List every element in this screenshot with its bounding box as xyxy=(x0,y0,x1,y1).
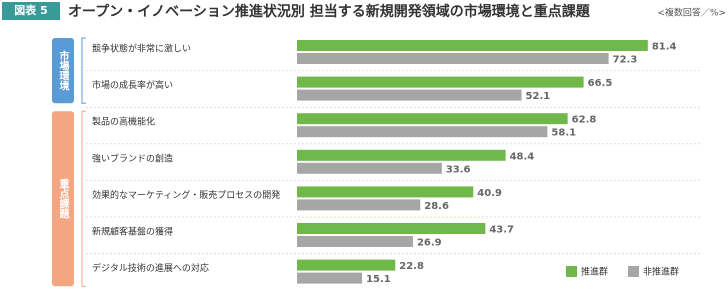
value-label: 48.4 xyxy=(510,151,535,162)
category-label: 新規顧客基盤の獲得 xyxy=(92,226,173,238)
value-label: 40.9 xyxy=(477,188,502,199)
value-label: 26.9 xyxy=(417,238,442,249)
bar xyxy=(297,76,584,88)
value-label: 58.1 xyxy=(551,128,576,139)
value-label: 43.7 xyxy=(489,225,514,236)
category-label: 市場の成長率が高い xyxy=(92,79,173,91)
group-box xyxy=(52,111,74,287)
group-bracket xyxy=(81,37,86,104)
legend-label: 非推進群 xyxy=(643,266,679,278)
bar xyxy=(297,89,522,101)
bar xyxy=(297,223,486,234)
legend-swatch xyxy=(628,266,639,277)
bar xyxy=(297,259,396,271)
group-label: 重点課題 xyxy=(57,177,69,219)
value-label: 15.1 xyxy=(366,274,391,285)
bar xyxy=(297,199,421,211)
category-label: 製品の高機能化 xyxy=(92,116,155,128)
group-bracket xyxy=(81,110,86,287)
bar xyxy=(297,162,442,174)
note: <複数回答／%> xyxy=(657,7,726,19)
value-label: 22.8 xyxy=(399,261,424,272)
value-label: 33.6 xyxy=(446,164,471,175)
value-label: 66.5 xyxy=(588,78,613,89)
value-label: 52.1 xyxy=(526,91,551,102)
bar xyxy=(297,113,568,125)
value-label: 72.3 xyxy=(613,55,638,66)
legend-label: 推進群 xyxy=(581,266,608,278)
bar xyxy=(297,186,474,198)
value-label: 62.8 xyxy=(572,115,597,126)
category-label: 効果的なマーケティング・販売プロセスの開発 xyxy=(92,189,280,201)
category-label: 強いブランドの創造 xyxy=(92,152,173,164)
value-label: 81.4 xyxy=(652,42,677,53)
bar xyxy=(297,149,506,161)
legend-swatch xyxy=(566,266,577,277)
badge-box xyxy=(2,2,60,20)
category-label: 競争状態が非常に激しい xyxy=(92,43,191,55)
bar xyxy=(297,40,648,51)
group-label: 市場環境 xyxy=(57,49,69,91)
badge: 図表 5 xyxy=(14,3,47,17)
bar xyxy=(297,236,413,247)
bar xyxy=(297,272,363,284)
value-label: 28.6 xyxy=(424,201,449,212)
bar xyxy=(297,126,548,138)
group-box xyxy=(52,38,74,104)
chart-title: オープン・イノベーション推進状況別 担当する新規開発領域の市場環境と重点課題 xyxy=(68,3,591,20)
category-label: デジタル技術の進展への対応 xyxy=(92,262,209,274)
bar xyxy=(297,53,609,64)
